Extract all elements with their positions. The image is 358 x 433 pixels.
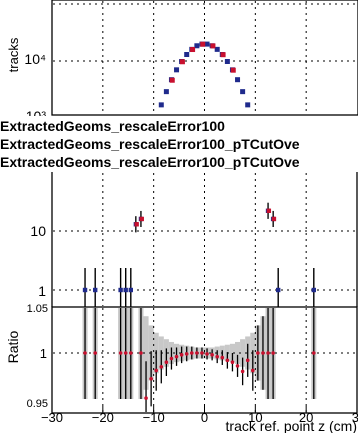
top-point-blue (214, 46, 220, 52)
ratio-point (225, 358, 230, 363)
legend-entry-3: ExtractedGeoms_rescaleError100_pTCutOve (0, 154, 300, 170)
mid-point-blue (118, 287, 123, 293)
ratio-point (271, 351, 275, 355)
mid-ytick-1: 1 (38, 283, 46, 299)
ratio-point (220, 355, 225, 360)
ratio-xtick-label: −20 (92, 410, 114, 425)
ratio-ylabel: Ratio (5, 330, 21, 363)
ratio-point (174, 354, 179, 359)
ratio-xtick-label: −10 (143, 410, 165, 425)
top-point-blue (224, 59, 230, 65)
middle-pad: 10 1 (30, 172, 358, 307)
ratio-point (240, 369, 245, 374)
ratio-xlabel: track ref. point z (cm) (226, 418, 357, 433)
ratio-point (266, 351, 270, 355)
top-ytick-1e4: 10⁴ (24, 51, 46, 67)
ratio-xtick-label: 30 (352, 410, 358, 425)
ratio-point (189, 351, 194, 355)
ratio-point (149, 376, 153, 381)
ratio-ytick-095: 0.95 (27, 398, 48, 410)
mid-point-blue (128, 287, 133, 293)
top-point-red (210, 43, 216, 49)
top-point-red (169, 77, 175, 83)
ratio-point (195, 351, 199, 355)
ratio-xtick-label: 0 (201, 410, 208, 425)
ratio-point (169, 356, 174, 361)
mid-point-blue (311, 287, 316, 293)
legend-entry-2: ExtractedGeoms_rescaleError100_pTCutOve (0, 136, 300, 152)
mid-point-blue (82, 287, 88, 293)
mid-point-blue (93, 287, 98, 293)
ratio-point (230, 360, 235, 365)
legend-entry-1: ExtractedGeoms_rescaleError100 (0, 118, 225, 134)
top-point-blue (235, 77, 241, 83)
ratio-point (93, 351, 98, 355)
mid-point-blue (123, 287, 128, 293)
top-point-blue (194, 43, 200, 49)
mid-point-red (271, 216, 277, 222)
ratio-point (139, 351, 143, 355)
top-point-red (220, 52, 226, 58)
ratio-point (235, 364, 240, 368)
top-point-red (230, 67, 236, 73)
top-point-blue (240, 89, 246, 95)
ratio-ytick-1: 1 (40, 346, 47, 361)
ratio-xtick-label: 10 (248, 410, 262, 425)
ratio-point (179, 353, 184, 357)
top-point-blue (174, 67, 180, 73)
ratio-pad: Ratio 1.05 1 0.95 −30 −20 −10 0 10 20 30 track… (5, 303, 358, 433)
top-point-red (200, 41, 206, 47)
ratio-ytick-105: 1.05 (27, 303, 48, 315)
top-point-blue (245, 102, 251, 108)
ratio-point (159, 365, 164, 369)
ratio-point (250, 368, 255, 373)
top-point-blue (204, 41, 210, 47)
ratio-point (200, 351, 204, 355)
ratio-point (144, 396, 148, 400)
ratio-point (261, 351, 265, 355)
ratio-point (215, 354, 220, 359)
top-point-blue (158, 102, 164, 108)
ratio-point (311, 351, 316, 355)
ratio-point (83, 351, 87, 355)
top-point-blue (163, 89, 169, 95)
ratio-xtick-label: −30 (41, 410, 63, 425)
top-point-red (179, 59, 185, 65)
ratio-point (164, 360, 169, 365)
top-pad: tracks 10⁴ 10³ (6, 0, 358, 124)
top-point-blue (184, 52, 190, 58)
ratio-uncertainty-band (240, 339, 246, 367)
top-ylabel: tracks (6, 37, 21, 72)
mid-point-red (139, 216, 144, 222)
top-point-red (190, 47, 196, 53)
ratio-uncertainty-band (235, 341, 241, 365)
mid-point-blue (276, 287, 281, 293)
mid-ytick-10: 10 (30, 223, 46, 239)
ratio-point (184, 352, 189, 356)
mid-point-red (266, 208, 272, 213)
ratio-point (123, 351, 128, 355)
legend-box (0, 116, 358, 172)
ratio-uncertainty-band (143, 316, 149, 390)
ratio-point (118, 351, 123, 355)
ratio-point (245, 358, 250, 363)
ratio-point (205, 352, 209, 356)
ratio-xtick-label: 20 (299, 410, 313, 425)
ratio-point (256, 351, 260, 355)
mid-point-red (134, 222, 139, 227)
ratio-point (128, 351, 133, 355)
top-pad-frame (51, 0, 358, 116)
ratio-point (210, 353, 214, 357)
ratio-point (154, 368, 159, 373)
